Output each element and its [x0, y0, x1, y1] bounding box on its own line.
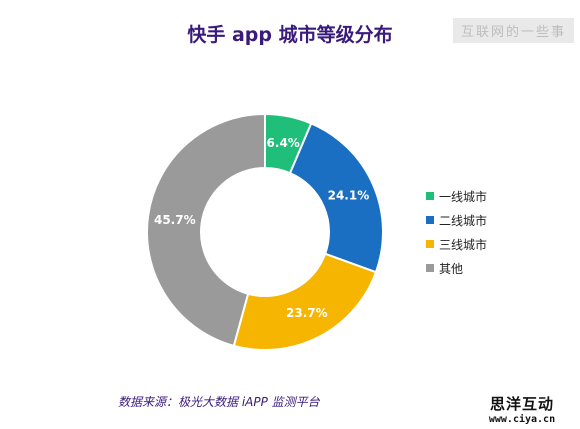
legend-swatch-tier2	[426, 216, 434, 224]
chart-title: 快手 app 城市等级分布	[187, 24, 393, 46]
slice-label-tier3: 23.7%	[286, 306, 328, 320]
legend-label-tier3: 三线城市	[439, 237, 488, 252]
legend-swatch-tier1	[426, 192, 434, 200]
legend-label-other: 其他	[439, 261, 464, 276]
donut-slice-tier2	[288, 122, 384, 274]
slice-label-tier2: 24.1%	[328, 189, 370, 203]
legend-item-tier1: 一线城市	[426, 184, 487, 208]
logo-url: www.ciya.cn	[488, 414, 556, 425]
slice-label-other: 45.7%	[154, 213, 196, 227]
logo-name: 思洋互动	[489, 395, 554, 413]
chart-legend: 一线城市 二线城市 三线城市 其他	[426, 184, 487, 280]
legend-item-other: 其他	[426, 256, 487, 280]
legend-label-tier2: 二线城市	[439, 213, 488, 228]
donut-slice-tier3	[232, 252, 378, 351]
legend-swatch-tier3	[426, 240, 434, 248]
legend-label-tier1: 一线城市	[439, 189, 488, 204]
legend-swatch-other	[426, 264, 434, 272]
legend-item-tier3: 三线城市	[426, 232, 487, 256]
watermark: 互联网的一些事	[452, 18, 574, 43]
legend-item-tier2: 二线城市	[426, 208, 487, 232]
data-source: 数据来源：极光大数据 iAPP 监测平台	[118, 395, 320, 409]
slice-label-tier1: 6.4%	[267, 136, 300, 150]
donut-slice-other	[146, 112, 266, 348]
logo: 思洋互动 www.ciya.cn	[472, 393, 572, 425]
